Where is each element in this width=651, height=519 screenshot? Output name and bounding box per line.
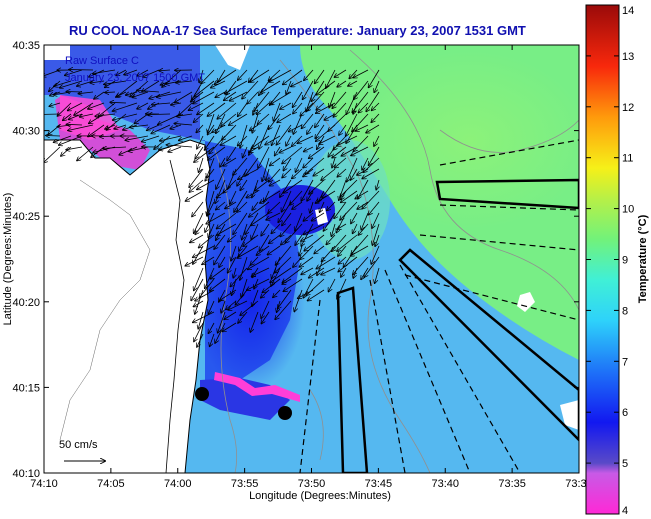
station-dot <box>195 387 209 401</box>
colorbar-tick-label: 8 <box>622 305 628 317</box>
box-south <box>336 286 369 473</box>
x-tick-label: 73:50 <box>298 478 326 490</box>
colorbar-tick-label: 13 <box>622 51 634 63</box>
colorbar-gradient <box>585 4 620 515</box>
colorbar-tick-label: 10 <box>622 204 634 216</box>
scale-label: 50 cm/s <box>59 439 98 451</box>
colorbar-tick-label: 14 <box>622 5 634 17</box>
colorbar-tick-label: 9 <box>622 255 628 267</box>
x-tick-label: 73:45 <box>365 478 393 490</box>
y-tick-label: 40:10 <box>12 468 40 480</box>
plot-area: Raw Surface C January 23, 2007 1500 GMT … <box>44 45 579 473</box>
y-tick-label: 40:15 <box>12 382 40 394</box>
colorbar-tick-label: 5 <box>622 458 628 470</box>
bathymetry-contours <box>214 49 579 473</box>
colorbar-tick-label: 12 <box>622 102 634 114</box>
station-dot <box>278 406 292 420</box>
x-tick-label: 73:35 <box>498 478 526 490</box>
x-tick-label: 74:00 <box>164 478 192 490</box>
radar-radials <box>299 139 579 473</box>
colorbar-tick-label: 11 <box>622 153 633 165</box>
y-axis-ticks: 40:35 40:30 40:25 40:20 40:15 40:10 <box>12 40 579 480</box>
box-east-upper <box>435 178 579 210</box>
overlay-line-2: January 23, 2007 1500 GMT <box>65 72 205 84</box>
x-tick-label: 74:05 <box>97 478 125 490</box>
colorbar-tick-label: 6 <box>622 407 628 419</box>
cold-pink-streak <box>214 372 300 402</box>
x-tick-label: 74:10 <box>30 478 58 490</box>
y-tick-label: 40:20 <box>12 297 40 309</box>
colorbar-tick-label: 4 <box>622 505 628 517</box>
box-diagonal <box>398 248 579 442</box>
overlay-line-1: Raw Surface C <box>65 55 139 67</box>
sampling-boxes <box>336 178 579 473</box>
colorbar-label: Temperature (°C) <box>637 214 649 303</box>
colorbar-ticks: 14 13 12 11 10 9 8 7 6 5 4 <box>586 4 634 517</box>
colorbar-tick-label: 7 <box>622 356 628 368</box>
x-tick-label: 73:55 <box>231 478 259 490</box>
y-tick-label: 40:35 <box>12 40 40 52</box>
land-mass <box>44 140 210 473</box>
y-axis-label: Latitude (Degrees:Minutes) <box>2 193 14 326</box>
colorbar: 14 13 12 11 10 9 8 7 6 5 4 Temperature (°C) <box>585 4 649 517</box>
y-tick-label: 40:30 <box>12 126 40 138</box>
y-tick-label: 40:25 <box>12 211 40 223</box>
map-title: RU COOL NOAA-17 Sea Surface Temperature:… <box>69 23 526 38</box>
x-axis-label: Longitude (Degrees:Minutes) <box>249 490 391 502</box>
coastline <box>44 139 211 473</box>
x-tick-label: 73:40 <box>431 478 459 490</box>
surface-current-vectors <box>44 70 379 347</box>
